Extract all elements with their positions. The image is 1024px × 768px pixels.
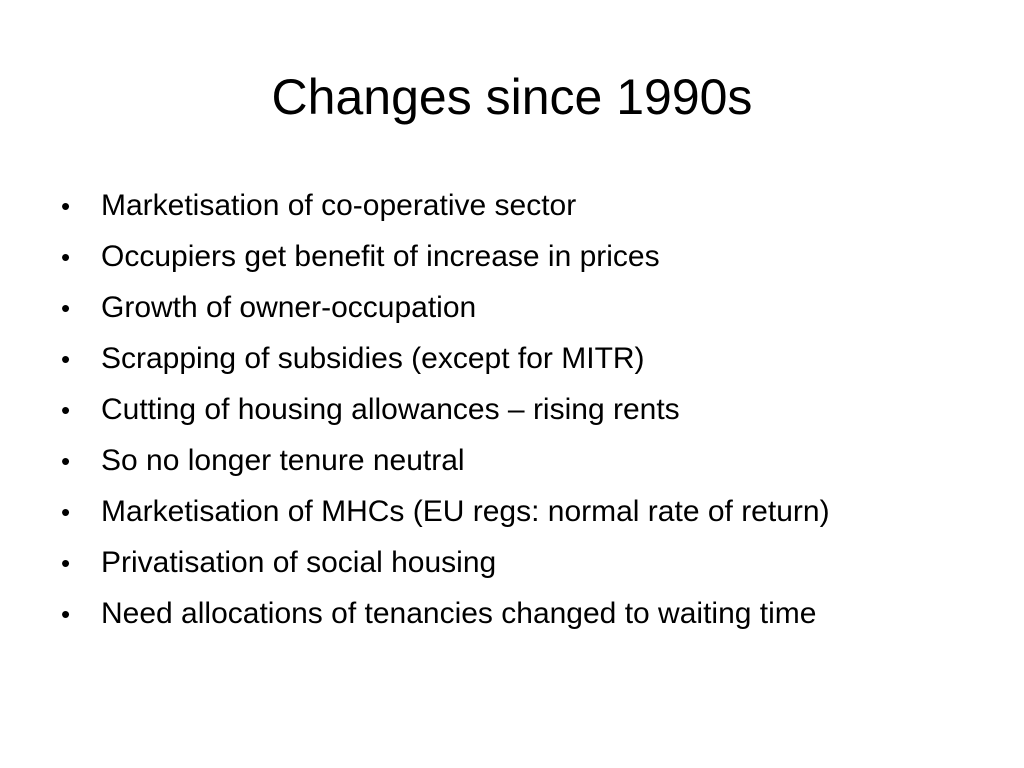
list-item: • Cutting of housing allowances – rising… [61,384,1001,435]
bullet-text: Growth of owner-occupation [101,291,477,324]
bullet-text: Cutting of housing allowances – rising r… [101,393,680,426]
bullet-icon: • [61,242,71,272]
bullet-text: Need allocations of tenancies changed to… [101,597,817,630]
bullet-text: Scrapping of subsidies (except for MITR) [101,342,645,375]
bullet-icon: • [61,497,71,527]
list-item: • Growth of owner-occupation [61,282,1001,333]
list-item: • Need allocations of tenancies changed … [61,588,1001,639]
bullet-icon: • [61,395,71,425]
bullet-icon: • [61,446,71,476]
bullet-text: Marketisation of co-operative sector [101,189,577,222]
list-item: • Privatisation of social housing [61,537,1001,588]
bullet-text: Privatisation of social housing [101,546,497,579]
list-item: • Scrapping of subsidies (except for MIT… [61,333,1001,384]
bullet-icon: • [61,344,71,374]
bullet-icon: • [61,293,71,323]
bullet-icon: • [61,599,71,629]
bullet-text: So no longer tenure neutral [101,444,465,477]
bullet-icon: • [61,191,71,221]
bullet-text: Occupiers get benefit of increase in pri… [101,240,660,273]
list-item: • Marketisation of MHCs (EU regs: normal… [61,486,1001,537]
list-item: • Marketisation of co-operative sector [61,180,1001,231]
bullet-text: Marketisation of MHCs (EU regs: normal r… [101,495,830,528]
list-item: • Occupiers get benefit of increase in p… [61,231,1001,282]
bullet-icon: • [61,548,71,578]
slide-title: Changes since 1990s [271,69,753,125]
bullet-list: • Marketisation of co-operative sector •… [61,180,1001,639]
list-item: • So no longer tenure neutral [61,435,1001,486]
